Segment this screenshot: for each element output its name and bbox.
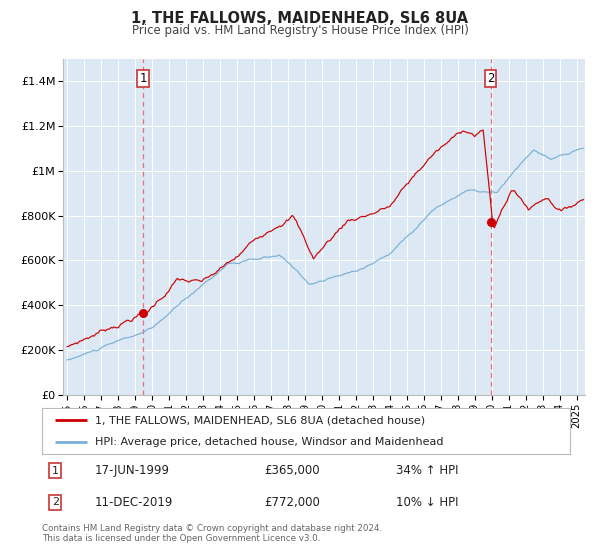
Text: HPI: Average price, detached house, Windsor and Maidenhead: HPI: Average price, detached house, Wind… xyxy=(95,437,443,447)
Text: 1: 1 xyxy=(52,466,59,476)
Text: 34% ↑ HPI: 34% ↑ HPI xyxy=(396,464,458,477)
Text: Contains HM Land Registry data © Crown copyright and database right 2024.
This d: Contains HM Land Registry data © Crown c… xyxy=(42,524,382,543)
Text: Price paid vs. HM Land Registry's House Price Index (HPI): Price paid vs. HM Land Registry's House … xyxy=(131,24,469,36)
Text: £772,000: £772,000 xyxy=(264,496,320,508)
Text: 1: 1 xyxy=(139,72,147,85)
Text: 11-DEC-2019: 11-DEC-2019 xyxy=(95,496,173,508)
Text: 2: 2 xyxy=(52,497,59,507)
Text: 17-JUN-1999: 17-JUN-1999 xyxy=(95,464,170,477)
Text: £365,000: £365,000 xyxy=(264,464,319,477)
Text: 10% ↓ HPI: 10% ↓ HPI xyxy=(396,496,458,508)
Text: 1, THE FALLOWS, MAIDENHEAD, SL6 8UA: 1, THE FALLOWS, MAIDENHEAD, SL6 8UA xyxy=(131,11,469,26)
Text: 2: 2 xyxy=(487,72,494,85)
Text: 1, THE FALLOWS, MAIDENHEAD, SL6 8UA (detached house): 1, THE FALLOWS, MAIDENHEAD, SL6 8UA (det… xyxy=(95,415,425,425)
